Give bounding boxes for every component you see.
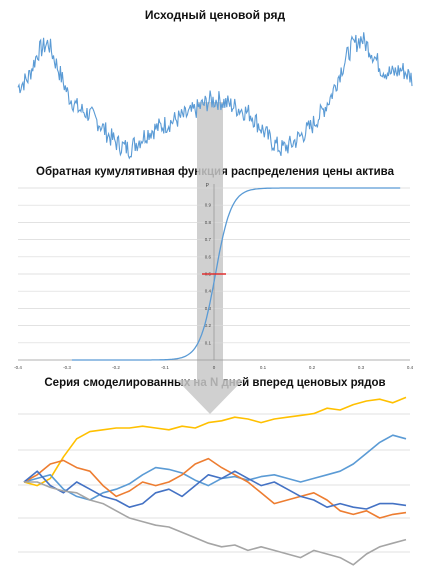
cdf-x-tick-label: -0.4 bbox=[14, 365, 22, 370]
simulated-series-line-1 bbox=[23, 396, 407, 487]
cdf-x-tick-label: -0.3 bbox=[63, 365, 71, 370]
cdf-y-tick-label: 0.6 bbox=[205, 254, 212, 259]
cdf-x-tick-label: 0 bbox=[213, 365, 216, 370]
cdf-y-tick-label: 0.8 bbox=[205, 220, 212, 225]
source-series-title: Исходный ценовой ряд bbox=[144, 8, 286, 22]
cdf-y-tick-label: 0.9 bbox=[205, 203, 212, 208]
cdf-x-tick-label: 0.2 bbox=[309, 365, 316, 370]
inverse-cdf-chart: -0.4 -0.3 -0.2 -0.1 0 0.1 0.2 0.3 0.40.10.20.30.… bbox=[14, 183, 414, 370]
cdf-x-tick-label: -0.1 bbox=[161, 365, 169, 370]
cdf-y-tick-label: 0.1 bbox=[205, 340, 212, 345]
simulated-series-line-3 bbox=[23, 457, 407, 519]
cdf-x-tick-label: 0.1 bbox=[260, 365, 267, 370]
simulated-series-chart bbox=[18, 396, 410, 566]
cdf-x-tick-label: 0.4 bbox=[407, 365, 414, 370]
cdf-y-tick-label: 0.4 bbox=[205, 289, 212, 294]
cdf-y-tick-label: 0.2 bbox=[205, 323, 212, 328]
source-price-chart bbox=[17, 32, 413, 160]
cdf-x-tick-label: -0.2 bbox=[112, 365, 120, 370]
simulated-series-line-2 bbox=[23, 434, 407, 501]
cdf-curve bbox=[71, 187, 401, 361]
cdf-x-tick-label: 0.3 bbox=[358, 365, 365, 370]
cdf-y-axis-label: P bbox=[206, 183, 210, 189]
flow-arrow-layer bbox=[177, 102, 243, 414]
cdf-y-tick-label: 0.7 bbox=[205, 237, 212, 242]
simulated-series-line-5 bbox=[24, 481, 407, 566]
flow-down-arrow bbox=[177, 102, 243, 414]
source-price-line bbox=[17, 32, 413, 160]
simulated-series-line-4 bbox=[23, 470, 407, 510]
